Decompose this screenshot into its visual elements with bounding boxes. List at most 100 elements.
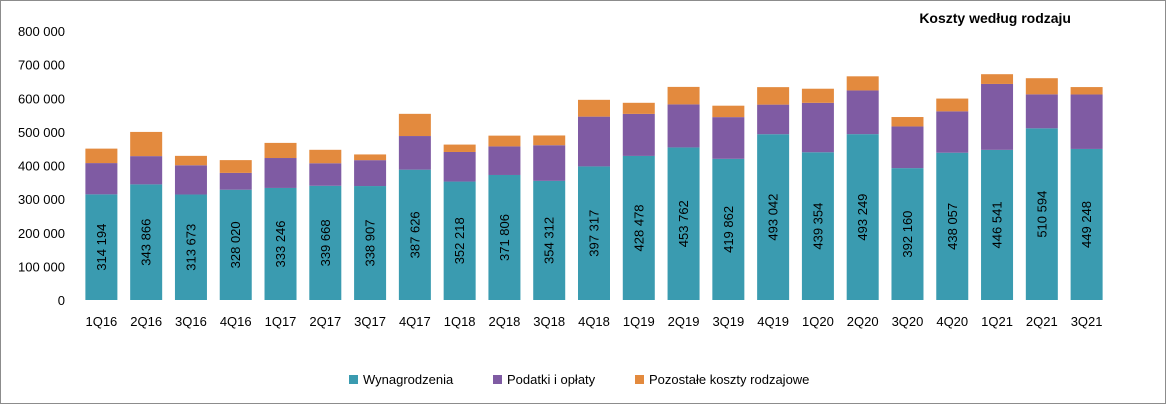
bar-segment [174,155,207,166]
bar-segment [578,166,610,300]
x-tick-label: 1Q21 [981,314,1013,329]
bar-segment [488,135,521,147]
bars: 314 194 343 866 313 673 328 020 333 246 339 6… [85,74,1103,300]
x-tick-label: 2Q20 [847,314,879,329]
data-label: 343 866 [139,219,154,266]
x-tick-label: 3Q21 [1071,314,1103,329]
bar-segment [488,146,521,175]
x-tick-label: 3Q18 [533,314,565,329]
bar-segment [130,184,163,300]
legend: Wynagrodzenia Podatki i opłaty Pozostałe k… [349,372,809,387]
x-tick-label: 1Q20 [802,314,834,329]
bar-segment [846,76,879,91]
data-label: 397 317 [587,210,602,257]
x-tick-label: 3Q16 [175,314,207,329]
bar-segment [891,168,924,300]
data-label: 453 762 [676,200,691,247]
data-label: 510 594 [1034,191,1049,238]
bar-segment [1070,94,1103,149]
y-tick-label: 300 000 [18,192,65,207]
bar-segment [757,104,790,135]
data-label: 392 160 [900,211,915,258]
bar-segment [174,194,207,300]
data-label: 371 806 [497,214,512,261]
data-label: 439 354 [810,203,825,250]
data-label: 493 249 [855,194,870,241]
bar-segment [309,149,342,164]
y-tick-label: 400 000 [18,159,65,174]
data-label: 438 057 [945,203,960,250]
bar-segment [443,151,476,182]
bar-segment [398,113,431,137]
bar-segment [264,187,297,300]
bar-segment [443,181,476,300]
bar-segment [846,134,879,300]
data-label: 387 626 [407,211,422,258]
bar-segment [533,145,566,181]
x-tick-label: 1Q16 [85,314,117,329]
bar-segment [891,126,924,169]
x-tick-label: 2Q18 [489,314,521,329]
bar-segment [578,99,610,117]
bar-segment [622,113,655,156]
bar-segment [398,136,431,170]
data-label: 328 020 [228,221,243,268]
data-label: 449 248 [1079,201,1094,248]
bar-segment [1070,148,1103,300]
x-tick-label: 3Q20 [892,314,924,329]
bar-segment [757,134,790,300]
y-tick-label: 500 000 [18,125,65,140]
bar-segment [85,194,118,300]
bar-segment [309,163,342,186]
bar-segment [712,117,745,159]
x-tick-label: 1Q18 [444,314,476,329]
bar-segment [801,88,834,103]
chart-title: Koszty według rodzaju [919,10,1071,26]
data-label: 339 668 [318,219,333,266]
data-label: 352 218 [452,217,467,264]
bar-segment [801,102,834,153]
y-tick-label: 200 000 [18,226,65,241]
legend-swatch [349,375,358,384]
bar-segment [981,74,1014,84]
data-label: 354 312 [542,217,557,264]
bar-segment [398,169,431,300]
bar-segment [85,148,118,164]
x-tick-label: 2Q19 [668,314,700,329]
bar-segment [1025,128,1058,300]
bar-segment [712,105,745,118]
data-label: 313 673 [183,224,198,271]
x-axis: 1Q16 2Q16 3Q16 4Q16 1Q17 2Q17 3Q17 4Q17 1Q18 2Q18… [85,314,1102,329]
y-tick-label: 600 000 [18,91,65,106]
bar-segment [981,149,1014,300]
bar-segment [130,131,163,157]
bar-segment [936,98,969,112]
x-tick-label: 4Q19 [757,314,789,329]
bar-segment [85,163,118,195]
bar-segment [354,154,387,161]
bar-segment [219,172,252,190]
x-tick-label: 4Q20 [936,314,968,329]
bar-segment [354,160,387,187]
x-tick-label: 2Q16 [130,314,162,329]
bar-segment [1025,78,1058,95]
y-axis: 0 100 000 200 000 300 000 400 000 500 000 600 … [18,24,65,308]
y-tick-label: 100 000 [18,259,65,274]
legend-swatch [635,375,644,384]
x-tick-label: 2Q21 [1026,314,1058,329]
bar-segment [533,180,566,300]
legend-label: Pozostałe koszty rodzajowe [649,372,809,387]
x-tick-label: 3Q17 [354,314,386,329]
bar-segment [801,152,834,300]
bar-segment [443,144,476,152]
bar-segment [667,147,700,300]
y-tick-label: 800 000 [18,24,65,39]
legend-label: Podatki i opłaty [507,372,596,387]
data-label: 338 907 [363,220,378,267]
bar-segment [667,104,700,148]
bar-segment [174,165,207,195]
bar-segment [1025,94,1058,129]
bar-segment [219,160,252,173]
